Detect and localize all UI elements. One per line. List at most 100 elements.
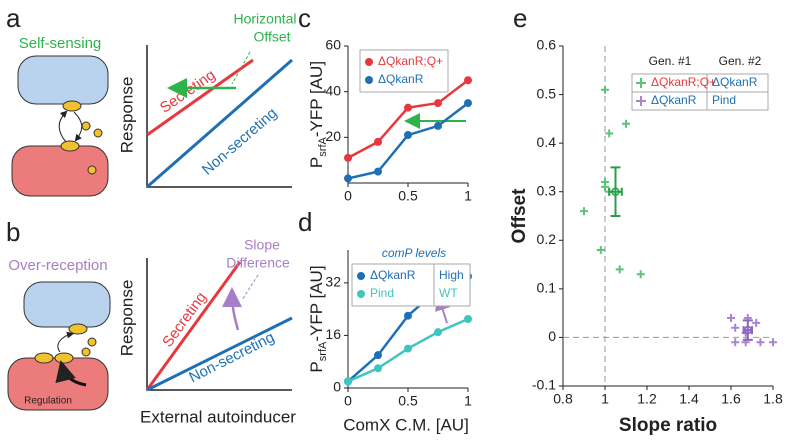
label-sub: srfA (317, 341, 329, 361)
arrow (57, 331, 74, 353)
label-part: P (307, 361, 326, 372)
y-tick-label: 16 (325, 326, 341, 342)
nonsecreting-line (146, 58, 293, 189)
label-part: P (307, 157, 326, 168)
receptor (34, 352, 54, 364)
receptor (68, 323, 88, 335)
annotation: Offset (253, 29, 290, 45)
leader (231, 51, 251, 85)
nonsecreting-line (146, 316, 293, 392)
legend-label: ΔQkanR (370, 268, 416, 282)
point (344, 153, 352, 162)
panel-letter: b (6, 217, 20, 247)
x-tick-label: 1 (464, 188, 472, 204)
legend-swatch (636, 96, 646, 106)
point (601, 182, 609, 191)
legend-label: ΔQkanR (651, 93, 697, 107)
receptor (62, 100, 82, 112)
annotation: Horizontal (233, 11, 296, 27)
receptor (54, 352, 74, 364)
legend-level: High (439, 268, 464, 282)
x-tick-label: 1.6 (721, 391, 741, 407)
label-part: -YFP [AU] (307, 61, 326, 137)
point (769, 338, 777, 347)
point (404, 344, 412, 353)
cell (17, 55, 109, 105)
x-tick-label: 1 (601, 391, 609, 407)
legend-swatch (357, 290, 365, 298)
x-tick-label: 0.5 (398, 393, 418, 409)
point (374, 167, 382, 176)
axis-label: Response (117, 280, 136, 357)
molecule (81, 347, 91, 357)
y-tick-label: 0 (333, 379, 341, 395)
y-tick-label: 40 (325, 82, 341, 98)
arrow (58, 110, 68, 143)
point (404, 131, 412, 140)
mean-point (743, 325, 753, 335)
cell-label: Regulation (24, 396, 72, 407)
y-tick-label: 0.4 (537, 134, 557, 150)
legend-swatch (636, 78, 646, 88)
x-tick-label: 0.8 (553, 391, 573, 407)
panel-letter: e (513, 3, 527, 33)
y-axis-label: Offset (509, 188, 530, 244)
x-axis-label: Slope ratio (619, 415, 717, 436)
x-axis-label: ComX C.M. [AU] (343, 415, 469, 434)
molecule (87, 165, 97, 175)
panel-letter: c (298, 3, 311, 33)
point (344, 377, 352, 386)
point (731, 338, 740, 347)
molecule (93, 128, 103, 138)
arrow (222, 287, 243, 331)
point (605, 129, 614, 138)
x-tick-label: 1.8 (763, 391, 783, 407)
series-line (347, 102, 469, 180)
y-tick-label: 20 (325, 128, 341, 144)
legend-label: ΔQkanR;Q+ (378, 54, 443, 68)
panel-letter: d (298, 207, 312, 237)
legend-swatch (365, 58, 373, 66)
diagram-title: Self-sensing (19, 35, 102, 52)
point (731, 323, 740, 332)
point (752, 318, 761, 327)
x-tick-label: 0 (344, 393, 352, 409)
x-tick-label: 1 (464, 393, 472, 409)
secreting-line (146, 58, 254, 137)
cell (11, 145, 109, 197)
annotation: Difference (226, 255, 290, 271)
point (727, 314, 735, 322)
legend-label: Pind (712, 93, 736, 107)
line-label: Secreting (159, 289, 210, 350)
axis-label: Response (117, 77, 136, 154)
line-label: Non-secreting (186, 329, 277, 387)
y-tick-label: 32 (325, 274, 341, 290)
y-tick-label: 0.2 (537, 231, 557, 247)
legend-header: Gen. #1 (649, 54, 692, 68)
point (374, 137, 382, 146)
y-tick-label: 0.3 (537, 182, 557, 198)
panel-letter: a (6, 3, 21, 33)
x-tick-label: 1.4 (679, 391, 699, 407)
leader (241, 274, 259, 301)
point (374, 351, 382, 360)
secreting-line (145, 261, 242, 391)
legend-label: Pind (370, 286, 394, 300)
y-axis-label: PsrfA-YFP [AU] (307, 265, 328, 372)
receptor (60, 140, 80, 152)
arrow (55, 360, 87, 387)
x-tick-label: 1.2 (637, 391, 657, 407)
panel-b: b Over-reception Regulation Response Ext… (6, 217, 296, 427)
y-tick-label: -0.1 (532, 377, 556, 393)
line-label: Non-secreting (199, 105, 281, 179)
point (374, 364, 382, 373)
legend-label: ΔQkanR (378, 72, 424, 86)
y-tick-label: 0.5 (537, 85, 557, 101)
legend-header: Gen. #2 (719, 54, 762, 68)
x-tick-label: 0.5 (398, 188, 418, 204)
y-axis-label: PsrfA-YFP [AU] (307, 61, 328, 168)
arrow (73, 111, 83, 142)
point (756, 338, 765, 347)
legend-title: comP levels (382, 246, 446, 260)
